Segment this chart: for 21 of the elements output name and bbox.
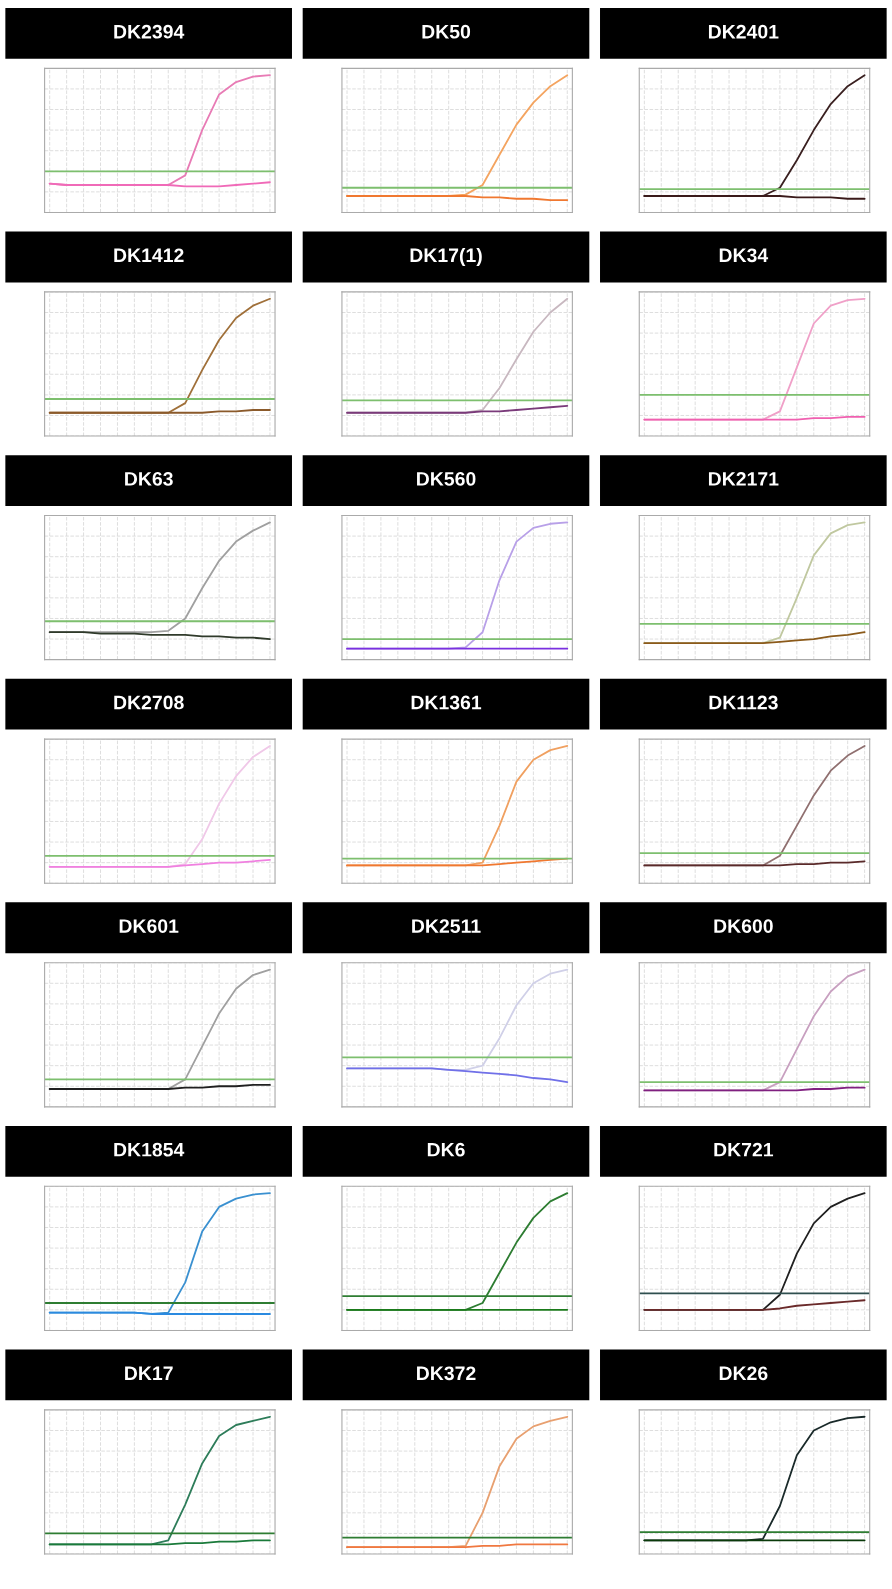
chart-title: DK2171 [708,472,779,486]
chart-title: DK17 [125,1366,173,1380]
chart-title: DK2511 [412,919,481,933]
chart-title: DK6 [427,1142,465,1157]
chart-title: DK721 [714,1142,774,1157]
chart-title: DK2401 [708,24,779,39]
chart-title: DK34 [719,248,769,263]
chart-title: DK600 [714,919,773,933]
chart-title: DK2708 [114,695,184,710]
chart-title: DK372 [417,1366,476,1381]
chart-title: DK26 [719,1366,768,1381]
chart-title: DK601 [119,919,179,933]
chart-title: DK1361 [411,695,482,710]
chart-title: DK2394 [114,24,185,39]
chart-title: DK50 [422,24,471,39]
chart-title: DK17(1) [410,247,482,267]
chart-title: DK1123 [709,695,778,710]
chart-title: DK1854 [114,1142,185,1157]
chart-title: DK63 [125,472,173,486]
chart-title: DK560 [417,472,476,486]
chart-title: DK1412 [114,248,184,262]
